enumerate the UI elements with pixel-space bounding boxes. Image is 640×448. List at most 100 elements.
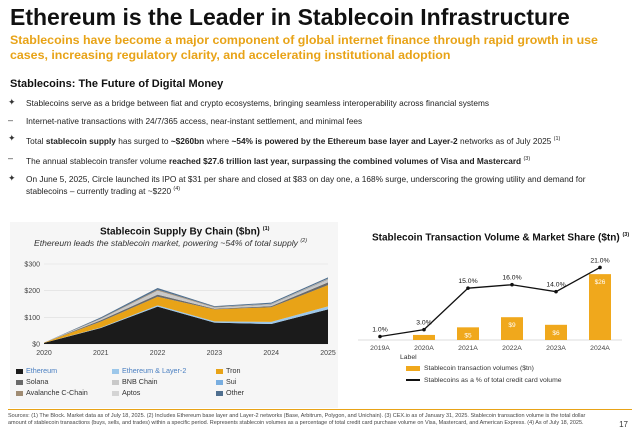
volume-bar bbox=[501, 317, 523, 340]
y-tick-label: $100 bbox=[24, 315, 40, 322]
section-title: Stablecoins: The Future of Digital Money bbox=[10, 78, 224, 90]
legend-label: Aptos bbox=[122, 388, 141, 397]
bullet-item: ✦ Stablecoins serve as a bridge between … bbox=[8, 97, 628, 109]
legend-label: Avalanche C-Chain bbox=[26, 388, 88, 397]
bullet-text-bold: reached $27.6 trillion last year, surpas… bbox=[168, 155, 522, 166]
bar-value-label: $6 bbox=[552, 330, 560, 337]
bar-value-label: $5 bbox=[464, 332, 472, 339]
legend-item: Ethereum & Layer-2 bbox=[112, 366, 186, 375]
y-tick-label: $300 bbox=[24, 262, 40, 269]
legend-swatch bbox=[406, 365, 420, 371]
legend-label: Other bbox=[226, 388, 244, 397]
volume-chart-title: Stablecoin Transaction Volume & Market S… bbox=[372, 232, 630, 244]
bullet-text-pre: Total bbox=[26, 135, 46, 146]
share-point bbox=[598, 265, 602, 270]
page-number: 17 bbox=[619, 420, 628, 429]
legend-title: Label bbox=[400, 354, 417, 361]
legend-swatch bbox=[16, 368, 23, 374]
legend-label: Sui bbox=[226, 377, 237, 386]
bullet-text: Stablecoins serve as a bridge between fi… bbox=[26, 98, 490, 108]
supply-area-chart: $0 $100 $200 $300 2020 2021 2022 2023 2024 2025 bbox=[24, 262, 335, 358]
legend-swatch bbox=[16, 390, 23, 396]
bullet-text-bold: ~$260bn bbox=[170, 135, 205, 146]
share-point bbox=[466, 286, 470, 290]
share-value-label: 16.0% bbox=[502, 275, 521, 282]
legend-item: BNB Chain bbox=[112, 377, 158, 386]
x-tick-label: 2024 bbox=[263, 350, 279, 357]
x-tick-label: 2020A bbox=[414, 345, 434, 352]
bar-value-label: $26 bbox=[595, 279, 606, 286]
footnote-ref: (3) bbox=[523, 155, 531, 162]
x-tick-label: 2022A bbox=[502, 345, 522, 352]
legend-line-item: Stablecoins as a % of total credit card … bbox=[406, 377, 562, 384]
bullet-text-pre: The annual stablecoin transfer volume bbox=[26, 155, 169, 166]
legend-label: BNB Chain bbox=[122, 377, 158, 386]
bullet-text-mid: has surged to bbox=[115, 135, 171, 146]
volume-bar bbox=[457, 327, 479, 340]
area-series-tron bbox=[44, 285, 328, 343]
legend-item: Other bbox=[216, 388, 244, 397]
supply-chart-subtitle: Ethereum leads the stablecoin market, po… bbox=[34, 238, 308, 248]
area-series-ethereum bbox=[44, 306, 328, 344]
volume-chart-panel bbox=[346, 222, 634, 408]
share-value-label: 15.0% bbox=[458, 278, 477, 285]
slide-subtitle: Stablecoins have become a major componen… bbox=[10, 33, 598, 62]
x-tick-label: 2021 bbox=[93, 350, 109, 357]
bar-value-label: $9 bbox=[508, 322, 516, 329]
volume-bar bbox=[589, 274, 611, 340]
x-tick-label: 2023A bbox=[546, 345, 566, 352]
x-tick-label: 2023 bbox=[207, 350, 223, 357]
legend-swatch bbox=[16, 379, 23, 385]
legend-swatch bbox=[112, 390, 119, 396]
slide-title: Ethereum is the Leader in Stablecoin Inf… bbox=[10, 4, 570, 30]
volume-combo-chart: $2 $5 $9 $6 $26 1.0% 3.0% 15.0% 16.0% 14.0% 21.0% 2… bbox=[358, 257, 622, 352]
share-point bbox=[554, 289, 558, 294]
footnote-ref: (4) bbox=[173, 186, 181, 193]
legend-item: Avalanche C-Chain bbox=[16, 388, 88, 397]
share-point bbox=[510, 282, 514, 287]
share-value-label: 1.0% bbox=[372, 327, 388, 334]
supply-chart-title: Stablecoin Supply By Chain ($bn) (1) bbox=[100, 226, 270, 238]
x-tick-label: 2019A bbox=[370, 345, 390, 352]
bullet-text: Internet-native transactions with 24/7/3… bbox=[26, 116, 363, 126]
x-tick-label: 2024A bbox=[590, 345, 610, 352]
legend-item: Ethereum bbox=[16, 366, 57, 375]
legend-swatch bbox=[112, 368, 119, 374]
legend-item: Tron bbox=[216, 366, 241, 375]
share-value-label: 3.0% bbox=[416, 320, 432, 327]
bullet-text-bold: ~54% is powered by the Ethereum base lay… bbox=[231, 135, 458, 146]
bullet-item: ✦ On June 5, 2025, Circle launched its I… bbox=[8, 172, 628, 197]
bullet-item: ✦ Total stablecoin supply has surged to … bbox=[8, 133, 628, 146]
share-point bbox=[422, 327, 426, 332]
share-value-label: 14.0% bbox=[546, 282, 565, 289]
dash-icon: – bbox=[8, 115, 14, 125]
x-tick-label: 2022 bbox=[150, 350, 166, 357]
legend-label: Tron bbox=[226, 366, 241, 375]
volume-bar bbox=[545, 324, 567, 340]
legend-item: Aptos bbox=[112, 388, 140, 397]
legend-swatch bbox=[406, 379, 420, 382]
bar-value-label: $2 bbox=[420, 340, 428, 347]
bullet-text-mid: where bbox=[204, 135, 232, 146]
bullet-text-post: networks as of July 2025 bbox=[457, 135, 552, 146]
legend-label: Ethereum bbox=[26, 366, 58, 375]
legend-swatch bbox=[216, 390, 223, 396]
legend-swatch bbox=[216, 379, 223, 385]
bullet-item: – Internet-native transactions with 24/7… bbox=[8, 115, 628, 127]
y-tick-label: $0 bbox=[32, 342, 40, 349]
diamond-icon: ✦ bbox=[8, 133, 16, 143]
diamond-icon: ✦ bbox=[8, 172, 16, 183]
legend-swatch bbox=[112, 379, 119, 385]
legend-label: Solana bbox=[26, 377, 49, 386]
bullet-item: – The annual stablecoin transfer volume … bbox=[8, 153, 628, 166]
share-point bbox=[378, 334, 382, 339]
bullet-list: ✦ Stablecoins serve as a bridge between … bbox=[8, 97, 628, 204]
diamond-icon: ✦ bbox=[8, 97, 16, 107]
legend-label: Ethereum & Layer-2 bbox=[122, 366, 187, 375]
footnote-ref: (1) bbox=[553, 136, 561, 142]
y-tick-label: $200 bbox=[24, 288, 40, 295]
legend-item: Solana bbox=[16, 377, 48, 386]
volume-bar bbox=[413, 334, 435, 340]
legend-bar-item: Stablecoin transaction volumes ($tn) bbox=[406, 365, 534, 372]
x-tick-label: 2020 bbox=[36, 350, 52, 357]
